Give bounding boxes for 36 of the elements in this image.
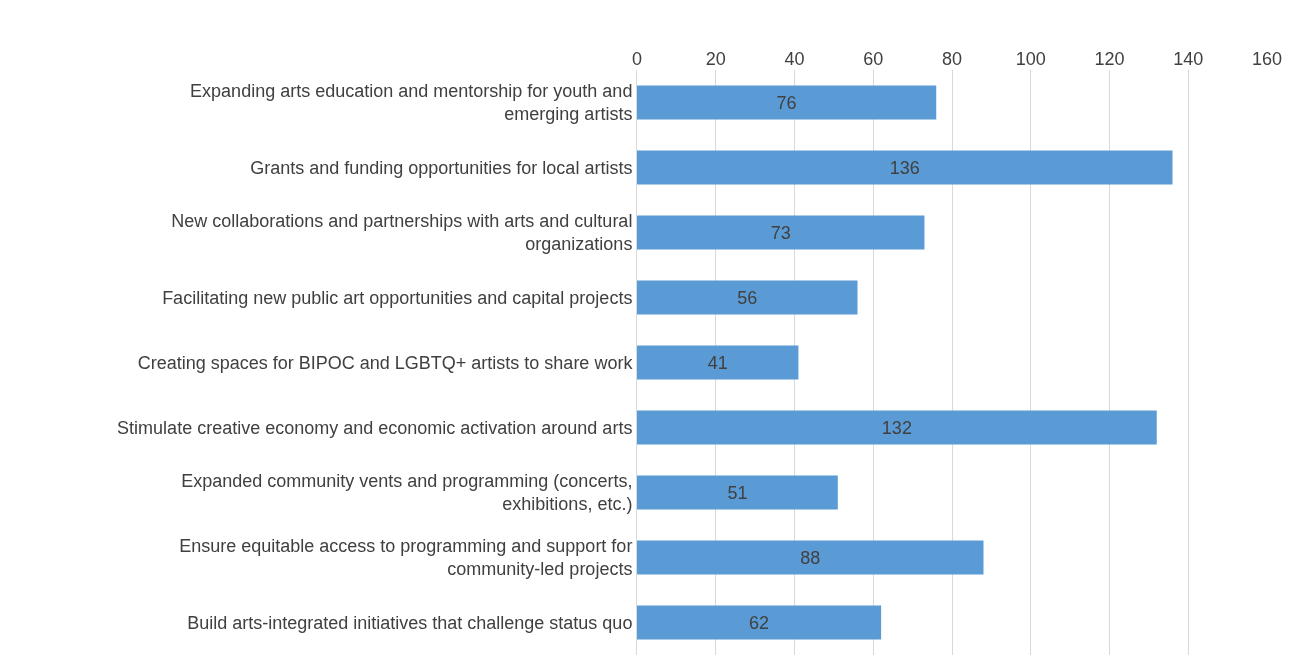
data-label: 73: [770, 222, 791, 243]
x-tick-label: 0: [631, 49, 643, 70]
x-tick-label: 40: [784, 49, 805, 70]
y-tick-label: Expanding arts education and mentorship for youth and emerging artists: [190, 81, 633, 125]
data-label: 51: [727, 482, 748, 503]
y-tick-label: Expanded community vents and programming (concerts, exhibitions, etc.): [181, 471, 633, 515]
y-tick-label: Build arts-integrated initiatives that challenge status quo: [187, 612, 633, 633]
data-label: 76: [776, 92, 797, 113]
bar: [637, 475, 838, 510]
y-tick-label: Facilitating new public art opportunities and capital projects: [162, 287, 633, 308]
x-tick-label: 80: [941, 49, 963, 70]
bar: [637, 85, 937, 120]
data-label: 132: [881, 417, 912, 438]
y-tick-label: Grants and funding opportunities for local artists: [250, 157, 633, 178]
data-label: 62: [749, 612, 770, 633]
y-tick-label: Ensure equitable access to programming and support for community-led projects: [179, 536, 633, 580]
x-tick-label: 60: [863, 49, 884, 70]
x-tick-label: 100: [1015, 49, 1046, 70]
y-tick-label: Creating spaces for BIPOC and LGBTQ+ artists to share work: [137, 352, 634, 373]
bar: [637, 280, 858, 315]
x-tick-label: 20: [705, 49, 726, 70]
data-label: 136: [889, 157, 920, 178]
x-tick-label: 160: [1251, 49, 1283, 70]
data-label: 88: [800, 547, 821, 568]
data-label: 56: [737, 287, 758, 308]
y-tick-label: New collaborations and partnerships with arts and cultural organizations: [171, 211, 633, 255]
x-tick-label: 140: [1173, 49, 1204, 70]
bar: [637, 215, 925, 250]
y-tick-label: Stimulate creative economy and economic activation around arts: [117, 417, 633, 438]
x-tick-label: 120: [1094, 49, 1125, 70]
bar: [637, 605, 882, 640]
bar: [637, 540, 984, 575]
bar: [637, 345, 799, 380]
data-label: 41: [707, 352, 728, 373]
bar: [637, 410, 1157, 445]
bar: [637, 150, 1173, 185]
